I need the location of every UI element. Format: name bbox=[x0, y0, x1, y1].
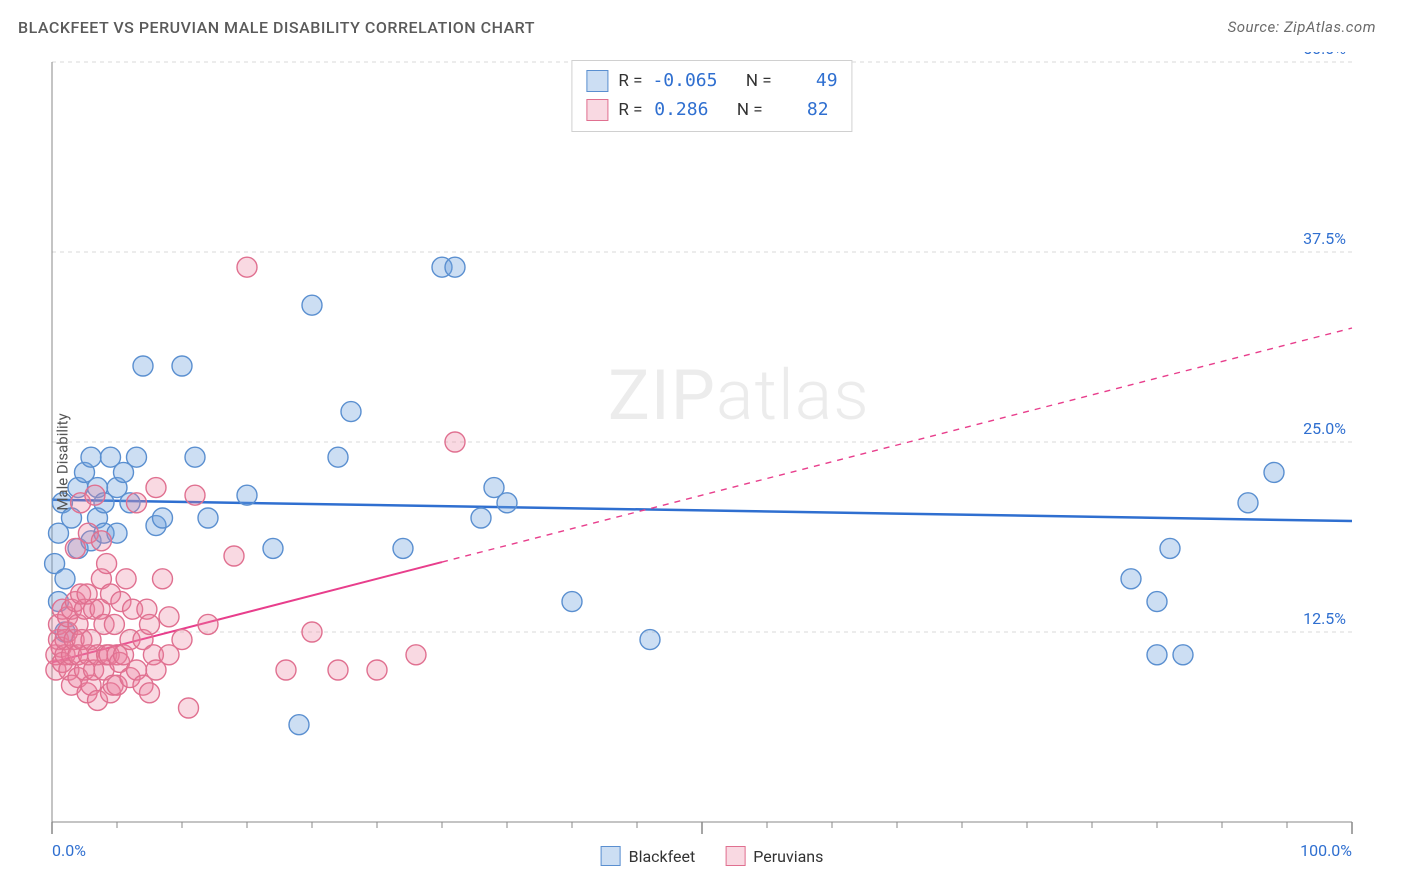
scatter-chart: 12.5% 25.0% 37.5% 50.0% 0.0% 100.0% bbox=[42, 52, 1382, 872]
series-legend: Blackfeet Peruvians bbox=[601, 846, 824, 866]
swatch-icon bbox=[725, 846, 745, 866]
svg-text:12.5%: 12.5% bbox=[1303, 609, 1346, 628]
swatch-blackfeet bbox=[586, 70, 608, 92]
svg-text:37.5%: 37.5% bbox=[1303, 229, 1346, 248]
svg-text:100.0%: 100.0% bbox=[1300, 841, 1352, 860]
svg-text:50.0%: 50.0% bbox=[1303, 52, 1346, 58]
chart-area: Male Disability 12.5% 25.0% 37.5% 50.0% 0.0%… bbox=[42, 52, 1382, 872]
stats-row-2: R = 0.286 N = 82 bbox=[586, 96, 837, 125]
source-label: Source: ZipAtlas.com bbox=[1228, 18, 1376, 37]
swatch-icon bbox=[601, 846, 621, 866]
stats-legend: R = -0.065 N = 49 R = 0.286 N = 82 bbox=[571, 60, 852, 132]
svg-text:0.0%: 0.0% bbox=[52, 841, 86, 860]
chart-title: BLACKFEET VS PERUVIAN MALE DISABILITY CO… bbox=[18, 18, 535, 37]
svg-text:25.0%: 25.0% bbox=[1303, 419, 1346, 438]
stats-row-1: R = -0.065 N = 49 bbox=[586, 67, 837, 96]
swatch-peruvians bbox=[586, 99, 608, 121]
y-axis-label: Male Disability bbox=[54, 413, 72, 510]
legend-item-blackfeet: Blackfeet bbox=[601, 846, 696, 866]
legend-item-peruvians: Peruvians bbox=[725, 846, 823, 866]
